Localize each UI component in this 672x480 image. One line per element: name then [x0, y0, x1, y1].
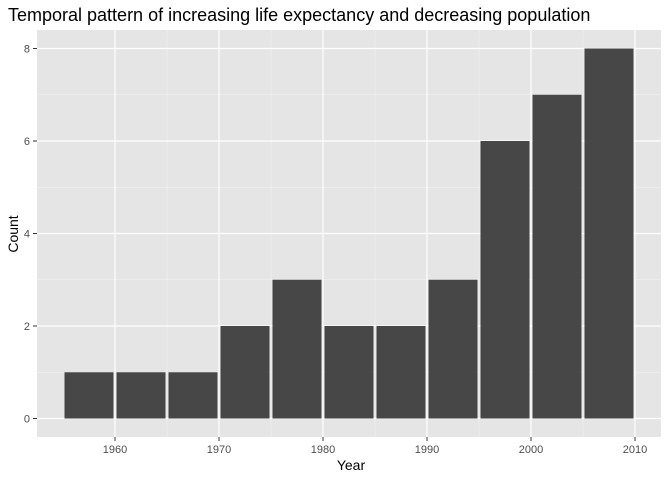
bar-1970-1975	[220, 326, 270, 419]
bar-1960-1965	[116, 372, 166, 419]
chart-title: Temporal pattern of increasing life expe…	[8, 5, 590, 25]
bar-1975-1980	[272, 279, 322, 419]
bar-1990-1995	[428, 279, 478, 419]
y-tick-label: 0	[24, 414, 30, 426]
x-tick-label: 1980	[311, 444, 335, 456]
x-axis-ticks: 1960 1970 1980 1990 2000 2010	[103, 437, 647, 456]
bar-1955-1960	[64, 372, 114, 419]
bar-2000-2005	[532, 94, 582, 419]
bar-1995-2000	[480, 141, 530, 419]
bars-group	[64, 48, 634, 419]
y-tick-label: 6	[24, 136, 30, 148]
bar-1980-1985	[324, 326, 374, 419]
y-axis-label: Count	[5, 215, 21, 252]
x-tick-label: 1960	[103, 444, 127, 456]
bar-1985-1990	[376, 326, 426, 419]
y-tick-label: 4	[24, 229, 30, 241]
x-axis-label: Year	[337, 457, 366, 473]
x-tick-label: 2000	[519, 444, 543, 456]
x-tick-label: 2010	[623, 444, 647, 456]
bar-1965-1970	[168, 372, 218, 419]
bar-2005-2010	[584, 48, 634, 419]
y-tick-label: 2	[24, 321, 30, 333]
y-axis-ticks: 0 2 4 6 8	[24, 44, 37, 426]
x-tick-label: 1990	[415, 444, 439, 456]
y-tick-label: 8	[24, 44, 30, 56]
x-tick-label: 1970	[207, 444, 231, 456]
